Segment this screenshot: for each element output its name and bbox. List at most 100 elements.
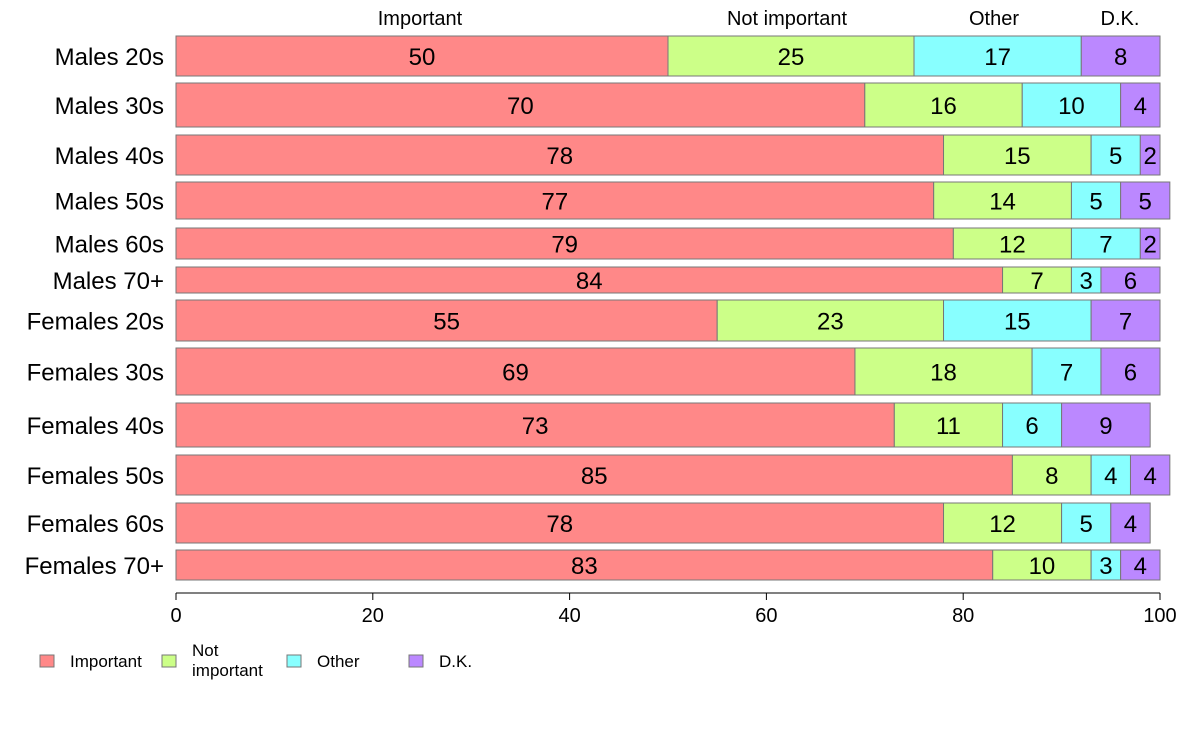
bar-segment — [854, 347, 1033, 396]
bar-segment — [1100, 266, 1161, 294]
series-header: Not important — [727, 8, 847, 30]
data-label: 4 — [1143, 463, 1156, 490]
bar-row: 50 25 17 8 — [175, 35, 1161, 77]
category-label: Males 20s — [55, 44, 164, 71]
category-label: Females 30s — [27, 360, 164, 387]
data-label: 6 — [1124, 360, 1137, 387]
x-tick-label: 20 — [362, 605, 384, 627]
legend-swatch — [408, 654, 424, 668]
data-label: 77 — [541, 189, 568, 216]
bars: 50 25 17 870 16 10 478 15 5 277 14 5 579 12 7 284 7 3 655 2… — [175, 35, 1171, 581]
bar-row: 70 16 10 4 — [175, 82, 1161, 128]
bar-segment — [943, 134, 1092, 176]
category-labels: Males 20s Males 30s Males 40s Males 50s Male… — [25, 44, 164, 580]
bar-segment — [1120, 181, 1171, 220]
bar-segment — [175, 227, 954, 260]
legend-swatch — [39, 654, 55, 668]
x-tick-label: 0 — [170, 605, 181, 627]
bar-segment — [933, 181, 1072, 220]
x-tick-label: 60 — [755, 605, 777, 627]
data-label: 5 — [1089, 189, 1102, 216]
data-label: 15 — [1004, 309, 1031, 336]
bar-segment — [1070, 227, 1141, 260]
bar-segment — [175, 299, 718, 342]
series-header: Important — [378, 8, 463, 30]
bar-segment — [175, 181, 935, 220]
bar-segment — [893, 402, 1004, 448]
bar-segment — [1070, 181, 1122, 220]
data-label: 11 — [936, 413, 961, 440]
data-label: 4 — [1134, 93, 1147, 120]
data-label: 6 — [1025, 413, 1038, 440]
category-label: Females 50s — [27, 463, 164, 490]
bar-row: 77 14 5 5 — [175, 181, 1171, 220]
category-label: Females 70+ — [25, 553, 164, 580]
bar-segment — [1061, 402, 1151, 448]
bar-segment — [716, 299, 945, 342]
bar-row: 55 23 15 7 — [175, 299, 1161, 342]
bar-segment — [1011, 454, 1092, 496]
x-tick-label: 80 — [952, 605, 974, 627]
data-label: 23 — [817, 309, 844, 336]
category-label: Males 40s — [55, 143, 164, 170]
data-label: 2 — [1143, 143, 1156, 170]
data-label: 15 — [1004, 143, 1031, 170]
bar-segment — [175, 134, 945, 176]
legend-swatch — [286, 654, 302, 668]
bar-segment — [864, 82, 1023, 128]
bar-segment — [667, 35, 915, 77]
data-label: 70 — [507, 93, 534, 120]
legend-swatch — [161, 654, 177, 668]
legend-label: Important — [70, 652, 142, 671]
category-label: Females 60s — [27, 511, 164, 538]
data-label: 9 — [1099, 413, 1112, 440]
data-label: 17 — [984, 44, 1011, 71]
bar-segment — [1139, 134, 1161, 176]
data-label: 14 — [989, 189, 1016, 216]
data-label: 7 — [1030, 268, 1043, 295]
category-label: Females 40s — [27, 413, 164, 440]
bar-row: 85 8 4 4 — [175, 454, 1171, 496]
category-label: Males 70+ — [53, 268, 164, 295]
data-label: 69 — [502, 360, 529, 387]
data-label: 6 — [1124, 268, 1137, 295]
data-label: 12 — [999, 232, 1026, 259]
bar-segment — [1080, 35, 1161, 77]
x-tick-label: 100 — [1143, 605, 1176, 627]
bar-segment — [175, 35, 669, 77]
data-label: 84 — [576, 268, 603, 295]
data-label: 18 — [930, 360, 957, 387]
bar-segment — [913, 35, 1082, 77]
x-axis: 0 20 40 60 80 100 — [170, 592, 1177, 627]
bar-segment — [175, 454, 1013, 496]
bar-segment — [952, 227, 1072, 260]
bar-segment — [175, 82, 866, 128]
bar-segment — [175, 549, 994, 581]
bar-segment — [1129, 454, 1171, 496]
legend-label: D.K. — [439, 652, 472, 671]
bar-segment — [1110, 502, 1151, 544]
bar-row: 73 11 6 9 — [175, 402, 1151, 448]
bar-row: 78 15 5 2 — [175, 134, 1161, 176]
category-label: Males 60s — [55, 232, 164, 259]
series-header: D.K. — [1101, 8, 1140, 30]
category-label: Males 50s — [55, 189, 164, 216]
data-label: 10 — [1029, 553, 1056, 580]
data-label: 5 — [1139, 189, 1152, 216]
bar-segment — [1031, 347, 1102, 396]
bar-segment — [1061, 502, 1112, 544]
data-label: 25 — [778, 44, 805, 71]
data-label: 4 — [1134, 553, 1147, 580]
bar-row: 69 18 7 6 — [175, 347, 1161, 396]
data-label: 7 — [1119, 309, 1132, 336]
data-label: 8 — [1045, 463, 1058, 490]
bar-row: 83 10 3 4 — [175, 549, 1161, 581]
bar-segment — [1120, 82, 1161, 128]
legend-item: Other — [286, 652, 360, 671]
data-label: 5 — [1109, 143, 1122, 170]
bar-segment — [1100, 347, 1161, 396]
data-label: 50 — [409, 44, 436, 71]
bar-segment — [1090, 299, 1161, 342]
legend-item: Important — [39, 652, 142, 671]
